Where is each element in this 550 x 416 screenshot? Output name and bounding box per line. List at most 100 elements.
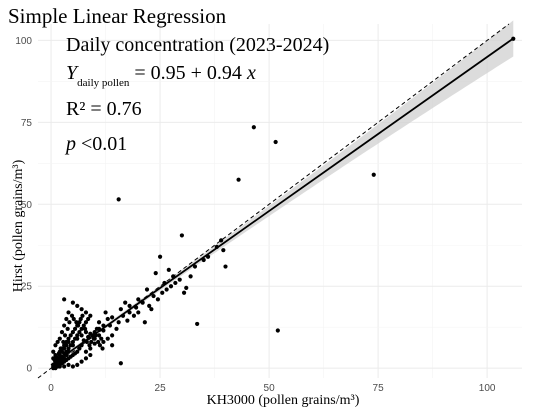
data-point	[83, 356, 89, 361]
data-point	[64, 316, 69, 322]
data-point	[57, 336, 62, 341]
regression-equation: Ydaily pollen = 0.95 + 0.94 x	[66, 62, 256, 89]
data-point	[114, 326, 119, 331]
data-point	[54, 354, 59, 359]
data-point	[88, 313, 93, 318]
data-point	[80, 313, 85, 318]
data-point	[275, 328, 280, 333]
p-symbol: p	[66, 133, 76, 155]
data-point	[75, 333, 80, 338]
data-point	[179, 233, 184, 238]
data-point	[82, 326, 88, 331]
equation-x: x	[246, 62, 256, 84]
data-point	[66, 339, 71, 345]
data-point	[160, 290, 165, 295]
data-point	[105, 336, 110, 341]
y-tick-label: 25	[21, 282, 33, 293]
data-point	[273, 139, 278, 145]
data-point	[201, 257, 206, 263]
data-points	[51, 36, 516, 371]
data-point	[162, 280, 167, 286]
p-value: p <0.01	[66, 133, 127, 156]
p-value-text: <0.01	[76, 133, 128, 155]
data-point	[149, 307, 154, 312]
x-tick-label: 0	[48, 383, 54, 394]
data-point	[62, 346, 67, 351]
data-point	[166, 267, 171, 272]
data-point	[157, 254, 163, 259]
data-point	[110, 333, 115, 338]
x-tick-label: 100	[479, 383, 496, 394]
data-point	[70, 339, 75, 345]
data-point	[142, 320, 147, 325]
data-point	[75, 303, 80, 308]
data-point	[123, 300, 128, 305]
x-tick-label: 75	[373, 383, 385, 394]
data-point	[62, 364, 67, 369]
data-point	[131, 313, 137, 318]
data-point	[64, 352, 69, 358]
data-point	[181, 290, 187, 295]
data-point	[62, 333, 68, 338]
data-point	[195, 321, 200, 327]
data-point	[168, 284, 174, 289]
x-axis-label: KH3000 (pollen grains/m³)	[206, 393, 360, 408]
data-point	[79, 307, 84, 312]
data-point	[87, 343, 92, 348]
data-point	[155, 297, 161, 302]
data-point	[83, 330, 89, 335]
equation-y: Y	[66, 62, 78, 84]
data-point	[74, 320, 79, 325]
chart-title: Simple Linear Regression	[8, 4, 227, 28]
data-point	[66, 310, 71, 315]
data-point	[70, 300, 75, 305]
data-point	[118, 307, 123, 312]
data-point	[69, 313, 75, 318]
data-point	[221, 248, 226, 253]
data-point	[116, 197, 121, 202]
data-point	[96, 320, 102, 325]
data-point	[84, 339, 89, 345]
data-point	[511, 36, 516, 41]
data-point	[103, 310, 108, 315]
chart-subtitle: Daily concentration (2023-2024)	[66, 34, 330, 56]
data-point	[91, 336, 96, 341]
data-point	[93, 333, 98, 338]
data-point	[77, 320, 82, 325]
data-point	[71, 316, 76, 322]
data-point	[110, 343, 115, 348]
data-point	[62, 323, 67, 328]
data-point	[371, 172, 376, 177]
data-point	[58, 346, 63, 351]
data-point	[77, 330, 82, 335]
data-point	[164, 287, 169, 292]
y-tick-label: 50	[21, 200, 33, 211]
data-point	[88, 331, 93, 336]
data-point	[116, 320, 121, 325]
data-point	[88, 352, 93, 358]
data-point	[127, 303, 132, 308]
data-point	[107, 323, 113, 328]
y-tick-label: 0	[26, 364, 32, 375]
data-point	[51, 364, 56, 369]
data-point	[70, 343, 75, 348]
data-point	[65, 326, 70, 331]
data-point	[151, 293, 156, 299]
data-point	[52, 357, 57, 363]
x-tick-label: 50	[264, 383, 276, 394]
data-point	[136, 297, 141, 302]
regression-line-path	[50, 37, 514, 366]
data-point	[101, 328, 106, 333]
data-point	[188, 274, 193, 279]
data-point	[92, 341, 97, 346]
data-point	[79, 359, 84, 364]
data-point	[83, 349, 89, 354]
data-point	[56, 351, 62, 356]
data-point	[57, 359, 62, 364]
data-point	[192, 264, 198, 269]
data-point	[61, 339, 66, 345]
data-point	[177, 277, 182, 282]
data-point	[100, 346, 105, 351]
